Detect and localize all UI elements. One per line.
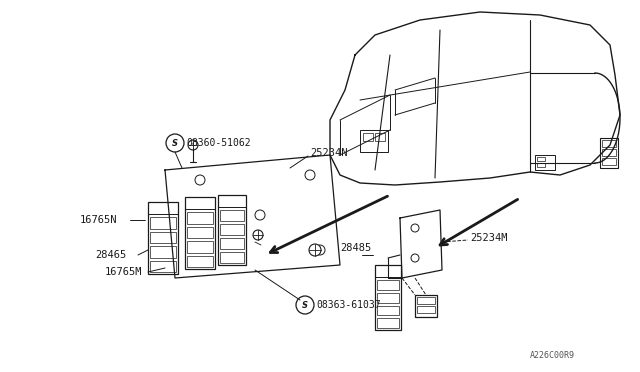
Bar: [417, 306, 435, 313]
Text: 08360-51062: 08360-51062: [186, 138, 251, 148]
Bar: [375, 265, 401, 330]
Circle shape: [309, 244, 321, 256]
Bar: [415, 295, 437, 317]
Bar: [602, 158, 616, 165]
Circle shape: [411, 254, 419, 262]
Text: 25234M: 25234M: [470, 233, 508, 243]
Bar: [218, 195, 246, 265]
Bar: [417, 297, 435, 304]
Text: 28485: 28485: [340, 243, 371, 253]
Bar: [150, 260, 176, 272]
Text: S: S: [172, 138, 178, 148]
Bar: [360, 130, 388, 152]
Circle shape: [253, 230, 263, 240]
Circle shape: [411, 224, 419, 232]
Text: 08363-61037: 08363-61037: [316, 300, 381, 310]
Bar: [537, 163, 545, 167]
Bar: [220, 210, 244, 221]
Circle shape: [195, 175, 205, 185]
Bar: [220, 224, 244, 235]
Bar: [187, 212, 213, 224]
Bar: [150, 231, 176, 243]
Bar: [377, 293, 399, 302]
Bar: [150, 246, 176, 257]
Circle shape: [188, 140, 198, 150]
Text: 16765N: 16765N: [80, 215, 118, 225]
Text: 25234N: 25234N: [310, 148, 348, 158]
Bar: [220, 238, 244, 249]
Bar: [377, 318, 399, 328]
Bar: [220, 252, 244, 263]
Bar: [377, 305, 399, 315]
Bar: [602, 140, 616, 147]
Text: 16765M: 16765M: [105, 267, 143, 277]
Bar: [600, 138, 618, 168]
Bar: [187, 241, 213, 253]
Text: A226C00R9: A226C00R9: [530, 351, 575, 360]
Bar: [187, 227, 213, 238]
Text: S: S: [302, 301, 308, 310]
Bar: [535, 155, 555, 170]
Bar: [537, 157, 545, 161]
Bar: [185, 197, 215, 269]
Bar: [187, 256, 213, 267]
Bar: [150, 217, 176, 228]
Bar: [375, 133, 385, 141]
Bar: [602, 149, 616, 156]
Circle shape: [255, 210, 265, 220]
Circle shape: [166, 134, 184, 152]
Circle shape: [296, 296, 314, 314]
Circle shape: [315, 245, 325, 255]
Text: 28465: 28465: [95, 250, 126, 260]
Bar: [377, 280, 399, 290]
Circle shape: [305, 170, 315, 180]
Bar: [363, 133, 373, 141]
Bar: [148, 202, 178, 274]
